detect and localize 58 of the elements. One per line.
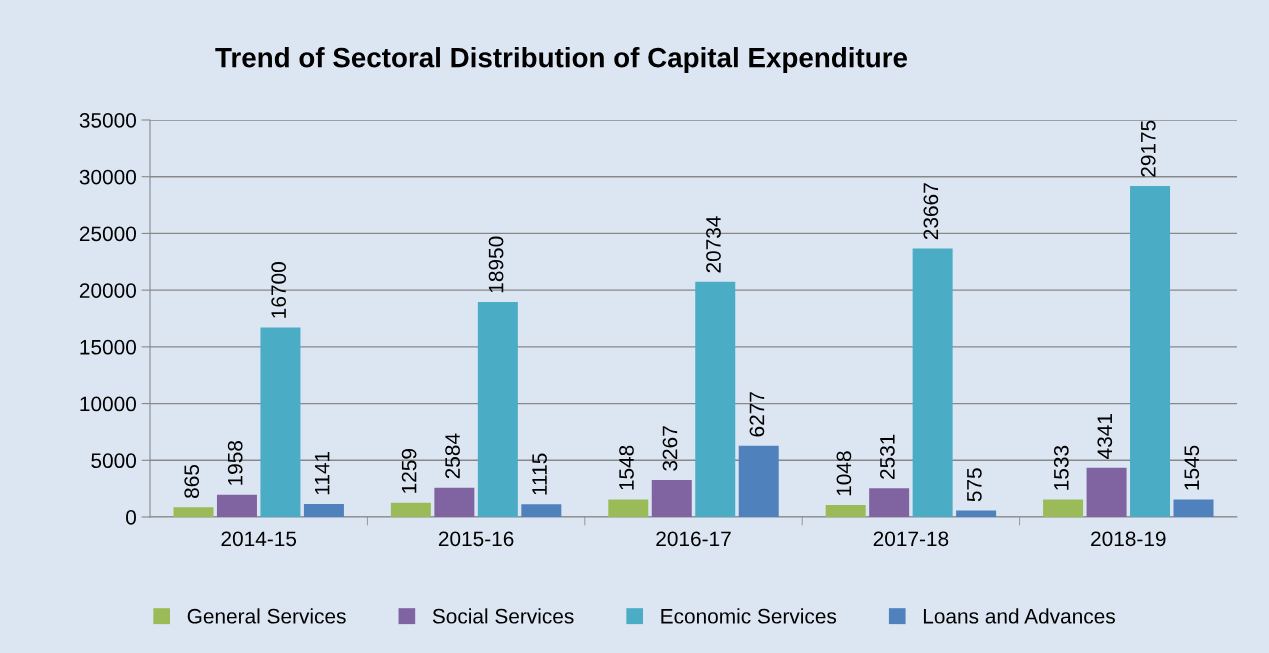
- chart-title: Trend of Sectoral Distribution of Capital Expenditure: [215, 47, 908, 73]
- bar: [216, 494, 257, 517]
- data-label: 1115: [532, 453, 547, 495]
- bar: [173, 507, 214, 517]
- legend-label: General Services: [187, 608, 346, 624]
- bar: [1130, 186, 1171, 517]
- bar: [912, 248, 953, 517]
- bar: [1173, 499, 1214, 517]
- bar: [434, 487, 475, 517]
- data-label: 20734: [706, 216, 721, 273]
- data-label: 1048: [836, 451, 852, 496]
- data-label: 1533: [1053, 445, 1069, 490]
- data-label: 575: [967, 468, 982, 502]
- data-label: 6277: [749, 392, 765, 437]
- bar: [521, 504, 562, 517]
- x-tick-label: 2016-17: [656, 531, 731, 547]
- y-tick-label: 0: [126, 510, 136, 525]
- y-tick-label: 25000: [79, 226, 136, 242]
- bar: [608, 499, 649, 517]
- data-label: 18950: [488, 236, 504, 293]
- bar: [303, 504, 344, 517]
- y-tick-label: 10000: [80, 396, 136, 412]
- legend-label: Social Services: [432, 608, 574, 624]
- y-tick-label: 5000: [91, 453, 136, 469]
- legend-label: Economic Services: [661, 608, 837, 624]
- data-label: 4341: [1097, 414, 1113, 459]
- data-label: 1259: [401, 449, 417, 493]
- data-label: 1545: [1184, 445, 1200, 490]
- data-label: 1141: [314, 451, 330, 495]
- x-tick-label: 2018-19: [1091, 531, 1166, 547]
- y-tick-label: 20000: [79, 283, 136, 298]
- legend-label: Loans and Advances: [923, 608, 1115, 624]
- y-tick-label: 15000: [80, 339, 136, 355]
- data-label: 3267: [662, 426, 678, 471]
- bar: [695, 281, 736, 517]
- data-label: 865: [184, 464, 200, 498]
- data-label: 1548: [619, 445, 634, 490]
- x-tick-label: 2014-15: [221, 531, 297, 547]
- bar: [825, 505, 866, 517]
- bar: [651, 479, 692, 517]
- bar: [1043, 499, 1084, 517]
- bar: [390, 502, 431, 517]
- bar: [738, 445, 779, 517]
- bar: [956, 510, 997, 517]
- data-label: 23667: [923, 183, 939, 240]
- data-label: 29175: [1140, 120, 1156, 177]
- y-tick-label: 35000: [79, 113, 136, 128]
- x-tick-label: 2015-16: [438, 531, 514, 547]
- bar: [477, 302, 518, 517]
- x-tick-label: 2017-18: [873, 531, 949, 547]
- bar: [1086, 467, 1127, 517]
- data-label: 16700: [271, 262, 287, 318]
- data-label: 2531: [880, 434, 895, 479]
- y-tick-label: 30000: [79, 169, 136, 185]
- data-label: 2584: [445, 433, 460, 479]
- bar: [869, 488, 910, 517]
- data-label: 1958: [227, 441, 243, 485]
- bar: [260, 327, 301, 517]
